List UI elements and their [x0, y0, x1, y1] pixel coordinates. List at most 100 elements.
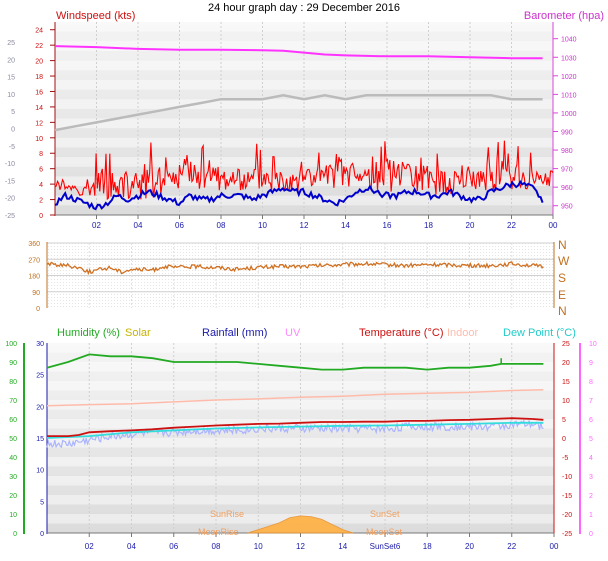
uv-tick-label: 6	[589, 417, 593, 424]
wind-direction-line	[46, 260, 544, 276]
barometer-tick-label: 1000	[561, 111, 577, 118]
compass-w: W	[558, 254, 570, 268]
uv-tick-label: 4	[589, 455, 593, 462]
barometer-tick-label: 1010	[561, 92, 577, 99]
windspeed-axis-label: Windspeed (kts)	[56, 10, 135, 22]
barometer-tick-label: 1030	[561, 55, 577, 62]
wind-inner-tick-label: 22	[35, 43, 43, 50]
temperature-x-tick-label: 18	[423, 542, 432, 551]
wind-grid-band	[55, 60, 553, 71]
uv-tick-label: 2	[589, 493, 593, 500]
temperature-tick-label: -10	[562, 474, 572, 481]
temperature-grid-band	[47, 362, 554, 372]
wind-grid-band	[55, 176, 553, 187]
humidity-tick-label: 90	[9, 360, 17, 367]
wind-inner-tick-label: 16	[35, 89, 43, 96]
temperature-x-tick-label: 06	[169, 542, 178, 551]
direction-panel: 360 270 180 90 0 N W S E N	[28, 238, 570, 318]
humidity-tick-label: 30	[9, 474, 17, 481]
moonset-label: MoonSet	[366, 527, 403, 537]
sunrise-label: SunRise	[210, 509, 244, 519]
barometer-tick-label: 990	[561, 129, 573, 136]
wind-inner-tick-label: 0	[39, 213, 43, 220]
direction-tick-label: 90	[32, 290, 40, 297]
temperature-x-ticks: 02 04 06 08 10 12 14 SunSet6 18 20 22 00	[85, 533, 559, 551]
wind-inner-tick-label: 24	[35, 28, 43, 35]
temperature-x-tick-label: 14	[338, 542, 347, 551]
wind-x-tick-label: 06	[175, 221, 184, 230]
sunset-label: SunSet	[370, 509, 400, 519]
temperature-tick-label: -25	[562, 531, 572, 538]
humidity-tick-label: 10	[9, 512, 17, 519]
temperature-x-tick-label: SunSet6	[370, 542, 401, 551]
uv-tick-label: 1	[589, 512, 593, 519]
temperature-x-tick-label: 10	[254, 542, 263, 551]
temperature-tick-label: -20	[562, 512, 572, 519]
windspeed-line	[54, 140, 554, 201]
wind-outer-tick-label: 25	[7, 40, 15, 47]
wind-grid-band	[55, 157, 553, 167]
wind-inner-tick-label: 10	[35, 136, 43, 143]
direction-tick-label: 360	[28, 241, 40, 248]
temperature-grid-band	[47, 457, 554, 467]
temperature-tick-label: -5	[562, 455, 568, 462]
wind-x-tick-label: 18	[424, 221, 433, 230]
compass-s: S	[558, 271, 566, 285]
humidity-label: Humidity (%)	[57, 327, 120, 339]
rain-tick-label: 30	[36, 341, 44, 348]
temperature-tick-label: 10	[562, 398, 570, 405]
page-title: 24 hour graph day : 29 December 2016	[208, 2, 400, 14]
humidity-tick-label: 70	[9, 398, 17, 405]
average-wind-line	[54, 180, 544, 211]
humidity-tick-label: 20	[9, 493, 17, 500]
wind-outer-tick-label: -5	[9, 144, 15, 151]
humidity-line	[46, 353, 544, 371]
rain-tick-label: 10	[36, 468, 44, 475]
wind-outer-tick-label: -10	[5, 161, 15, 168]
temperature-line	[47, 417, 544, 437]
wind-x-tick-label: 14	[341, 221, 350, 230]
wind-x-tick-label: 00	[549, 221, 558, 230]
direction-series	[46, 260, 544, 276]
wind-inner-tick-label: 4	[39, 182, 43, 189]
direction-ticks: 360 270 180 90 0	[28, 241, 40, 313]
temperature-tick-label: 25	[562, 341, 570, 348]
temperature-tick-label: 5	[562, 417, 566, 424]
temperature-x-tick-label: 12	[296, 542, 305, 551]
wind-inner-tick-label: 20	[35, 59, 43, 66]
wind-series	[54, 45, 554, 211]
rain-tick-label: 15	[36, 436, 44, 443]
solar-area	[247, 515, 354, 534]
temperature-grid-band	[47, 381, 554, 391]
wind-x-tick-label: 22	[507, 221, 516, 230]
barometer-tick-label: 970	[561, 167, 573, 174]
uv-label: UV	[285, 327, 301, 339]
temperature-series	[46, 353, 544, 534]
humidity-tick-label: 0	[13, 531, 17, 538]
rain-tick-label: 0	[40, 531, 44, 538]
temperature-tick-label: -15	[562, 493, 572, 500]
solar-label: Solar	[125, 327, 151, 339]
uv-tick-label: 10	[589, 341, 597, 348]
wind-panel: Windspeed (kts) Barometer (hpa) 25 20 15 10…	[5, 10, 604, 230]
compass-n-top: N	[558, 238, 567, 252]
temperature-x-tick-label: 22	[507, 542, 516, 551]
humidity-tick-label: 40	[9, 455, 17, 462]
direction-tick-label: 180	[28, 274, 40, 281]
temperature-tick-label: 15	[562, 379, 570, 386]
wind-outer-tick-label: -25	[5, 213, 15, 220]
wind-outer-tick-label: 10	[7, 92, 15, 99]
wind-x-ticks: 02 04 06 08 10 12 14 16 18 20 22 00	[92, 215, 558, 230]
wind-x-tick-label: 12	[300, 221, 309, 230]
barometer-axis-label: Barometer (hpa)	[524, 10, 604, 22]
wind-grid-band	[55, 79, 553, 90]
wind-x-tick-label: 10	[258, 221, 267, 230]
direction-tick-label: 0	[36, 306, 40, 313]
temperature-label: Temperature (°C)	[359, 327, 443, 339]
wind-outer-tick-label: 15	[7, 75, 15, 82]
barometer-tick-label: 980	[561, 148, 573, 155]
temperature-x-tick-label: 08	[212, 542, 221, 551]
wind-inner-tick-label: 12	[35, 120, 43, 127]
wind-outer-tick-label: 20	[7, 57, 15, 64]
rainfall-label: Rainfall (mm)	[202, 327, 267, 339]
